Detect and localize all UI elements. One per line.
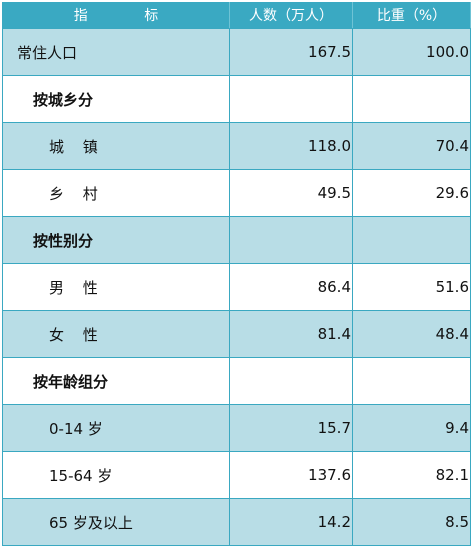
row-people: 15.7	[230, 405, 353, 451]
row-ratio	[353, 76, 471, 122]
header-indicator: 指 标	[3, 2, 230, 28]
table-header-row: 指 标 人数（万人） 比重（%）	[3, 2, 471, 29]
row-ratio: 82.1	[353, 452, 471, 498]
row-people: 137.6	[230, 452, 353, 498]
table-row: 15-64 岁 137.6 82.1	[3, 452, 471, 499]
row-label: 男 性	[3, 264, 230, 310]
table-row: 0-14 岁 15.7 9.4	[3, 405, 471, 452]
row-label: 65 岁及以上	[3, 499, 230, 545]
row-ratio: 9.4	[353, 405, 471, 451]
row-label: 城 镇	[3, 123, 230, 169]
row-group-label: 按性别分	[3, 217, 230, 263]
row-label: 常住人口	[3, 29, 230, 75]
row-ratio: 8.5	[353, 499, 471, 545]
row-ratio: 100.0	[353, 29, 471, 75]
row-ratio: 70.4	[353, 123, 471, 169]
table-row: 城 镇 118.0 70.4	[3, 123, 471, 170]
row-label: 0-14 岁	[3, 405, 230, 451]
row-ratio: 51.6	[353, 264, 471, 310]
table-row: 男 性 86.4 51.6	[3, 264, 471, 311]
table-row: 常住人口 167.5 100.0	[3, 29, 471, 76]
population-table: 指 标 人数（万人） 比重（%） 常住人口 167.5 100.0 按城乡分 城…	[2, 2, 471, 546]
row-group-label: 按年龄组分	[3, 358, 230, 404]
row-people: 86.4	[230, 264, 353, 310]
table-row: 女 性 81.4 48.4	[3, 311, 471, 358]
table-row: 65 岁及以上 14.2 8.5	[3, 499, 471, 546]
row-people: 49.5	[230, 170, 353, 216]
row-ratio: 29.6	[353, 170, 471, 216]
row-people: 81.4	[230, 311, 353, 357]
row-label: 乡 村	[3, 170, 230, 216]
row-group-label: 按城乡分	[3, 76, 230, 122]
row-people	[230, 358, 353, 404]
header-ratio: 比重（%）	[353, 2, 471, 28]
row-ratio: 48.4	[353, 311, 471, 357]
table-row: 乡 村 49.5 29.6	[3, 170, 471, 217]
row-people	[230, 76, 353, 122]
row-ratio	[353, 217, 471, 263]
header-people: 人数（万人）	[230, 2, 353, 28]
table-row: 按城乡分	[3, 76, 471, 123]
row-ratio	[353, 358, 471, 404]
row-people	[230, 217, 353, 263]
row-people: 14.2	[230, 499, 353, 545]
table-row: 按年龄组分	[3, 358, 471, 405]
row-label: 女 性	[3, 311, 230, 357]
row-label: 15-64 岁	[3, 452, 230, 498]
row-people: 118.0	[230, 123, 353, 169]
row-people: 167.5	[230, 29, 353, 75]
table-row: 按性别分	[3, 217, 471, 264]
